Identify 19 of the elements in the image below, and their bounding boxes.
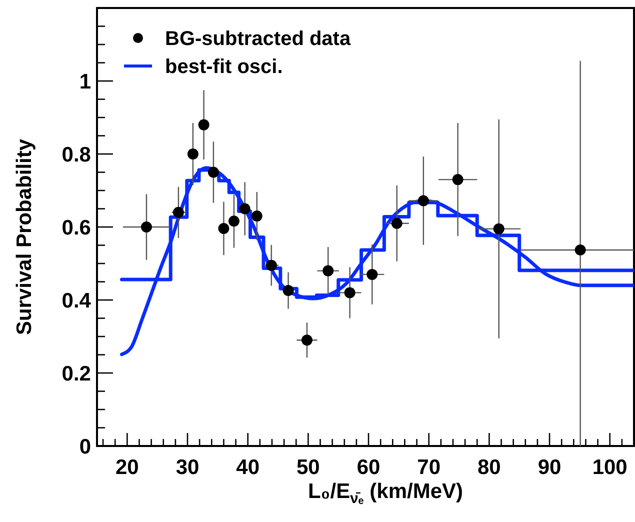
- x-tick-label: 90: [538, 456, 562, 479]
- y-tick-label: 0.6: [62, 216, 91, 240]
- y-tick-label: 1: [79, 70, 92, 94]
- x-tick-label: 50: [296, 456, 320, 479]
- legend-label: best-fit osci.: [165, 56, 283, 78]
- y-tick-label: 0.2: [62, 362, 91, 386]
- x-tick-label: 20: [115, 456, 139, 479]
- legend-label: BG-subtracted data: [165, 28, 352, 50]
- x-tick-label: 60: [356, 456, 380, 479]
- x-tick-label: 30: [176, 456, 200, 479]
- x-tick-label: 40: [236, 456, 260, 479]
- x-tick-label: 80: [478, 456, 501, 479]
- x-tick-label: 70: [417, 456, 441, 479]
- y-axis-title: Survival Probability: [13, 138, 36, 336]
- y-tick-label: 0.8: [62, 143, 92, 166]
- y-tick-label: 0.4: [62, 289, 92, 312]
- x-axis-title: L₀/E$_{ν̄ₑ}$ (km/MeV): [308, 480, 464, 506]
- x-tick-label: 100: [592, 456, 628, 479]
- y-tick-label: 0: [79, 435, 91, 458]
